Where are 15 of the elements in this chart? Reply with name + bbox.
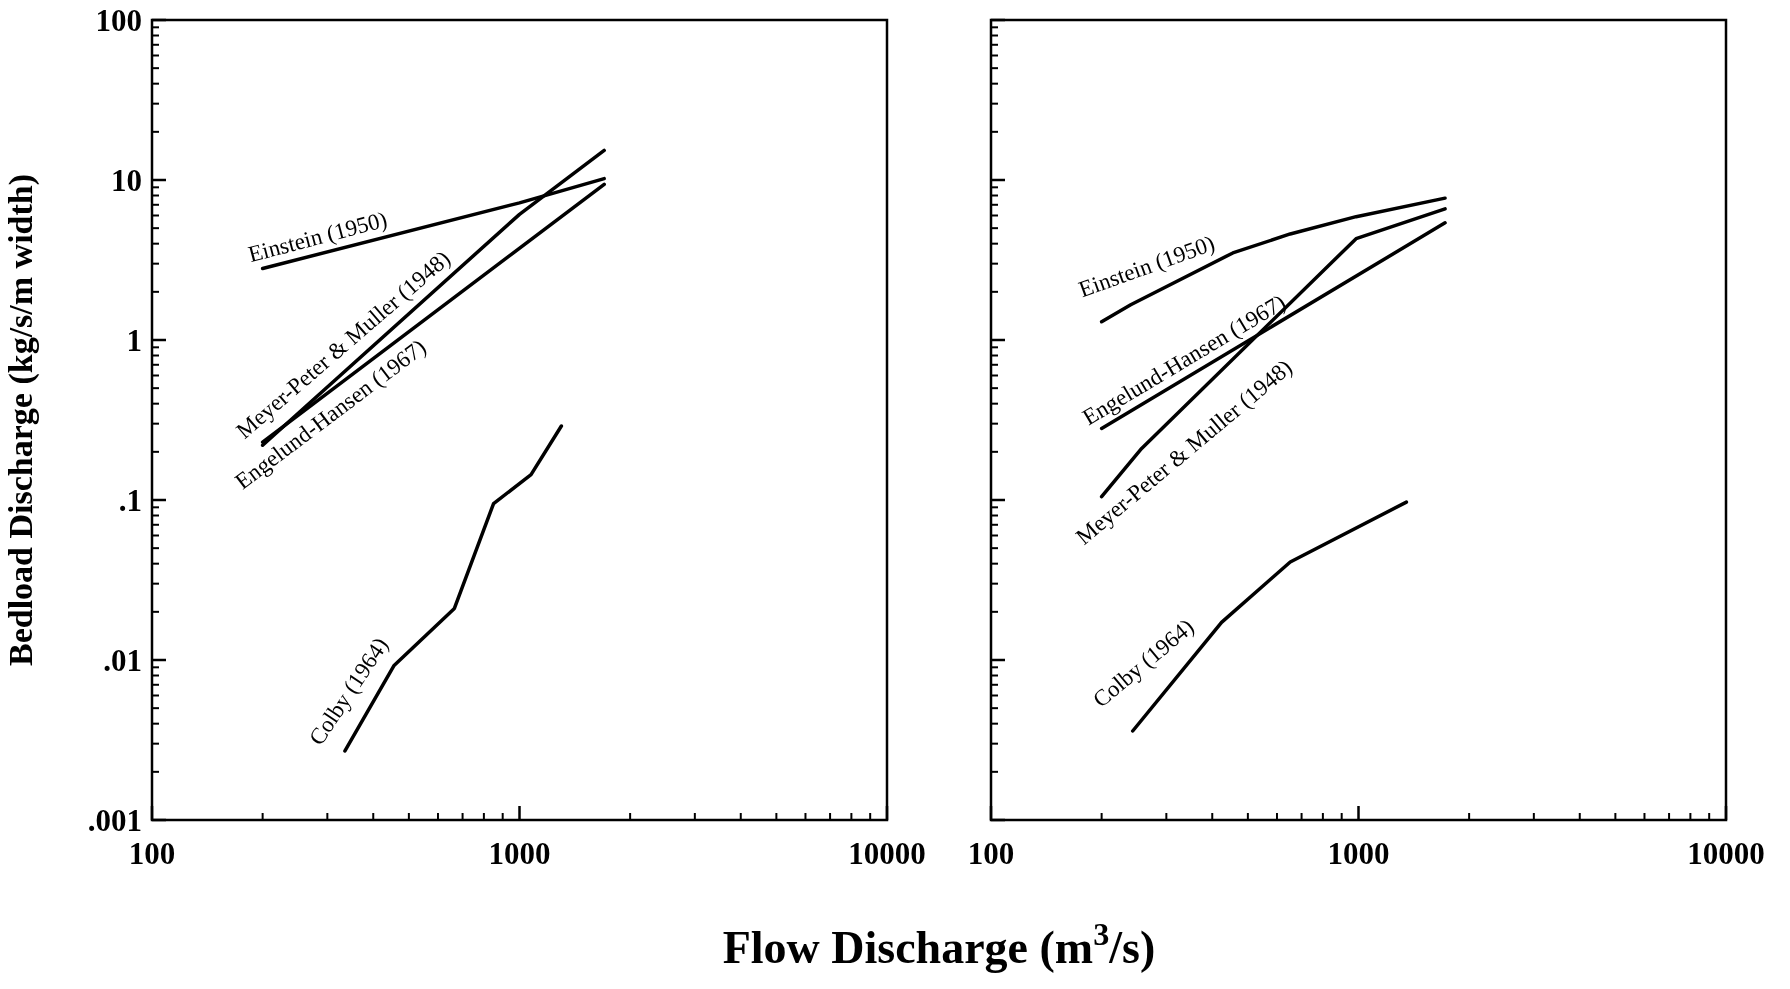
y-tick-label: 1 xyxy=(126,322,142,358)
y-tick-label: .01 xyxy=(103,642,142,678)
y-tick-label: .001 xyxy=(87,802,142,838)
y-tick-label: .1 xyxy=(118,482,142,518)
x-tick-label: 10000 xyxy=(848,836,926,871)
y-axis-title: Bedload Discharge (kg/s/m width) xyxy=(2,173,40,667)
y-tick-label: 100 xyxy=(95,2,142,38)
y-tick-label: 10 xyxy=(111,162,142,198)
x-tick-label: 1000 xyxy=(488,836,551,871)
x-tick-label: 100 xyxy=(967,836,1015,871)
text: Einstein (1950) xyxy=(245,206,390,268)
x-tick-label: 10000 xyxy=(1687,836,1765,871)
text: Einstein (1950) xyxy=(1075,230,1219,303)
x-tick-label: 1000 xyxy=(1327,836,1390,871)
x-axis-title: Flow Discharge (m$^{3}$/s) xyxy=(722,916,1156,973)
